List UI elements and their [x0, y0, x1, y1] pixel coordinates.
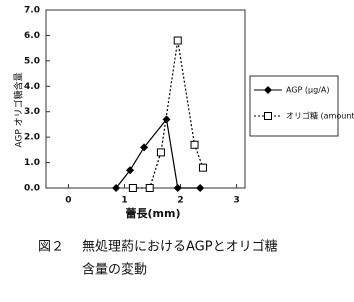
data-point	[198, 163, 207, 172]
legend-label: オリゴ糖 (amount)	[286, 111, 354, 121]
data-point	[145, 184, 154, 192]
data-point	[173, 36, 182, 45]
y-axis-label: AGP オリゴ糖含量	[13, 72, 25, 147]
y-tick-label: 0.0	[24, 184, 40, 194]
x-tick-label: 0	[65, 196, 71, 206]
y-tick-label: 5.0	[24, 56, 40, 66]
legend-marker	[264, 86, 272, 94]
data-point	[156, 148, 165, 157]
caption-label: 図２	[38, 240, 64, 255]
caption-line: 含量の変動	[82, 262, 147, 278]
y-tick-label: 4.0	[24, 82, 40, 92]
caption-line: 無処理葯におけるAGPとオリゴ糖	[82, 239, 278, 255]
y-tick-label: 2.0	[24, 133, 40, 143]
data-point	[162, 115, 171, 124]
data-point	[190, 140, 199, 149]
x-tick-label: 1	[121, 196, 127, 206]
y-tick-label: 6.0	[24, 31, 40, 41]
legend-marker	[264, 112, 272, 120]
data-point	[128, 184, 137, 192]
data-point	[112, 184, 121, 192]
legend-box	[249, 75, 339, 137]
legend-label: AGP (μg/A)	[286, 86, 329, 95]
data-point	[196, 184, 205, 192]
x-tick-label: 3	[233, 196, 239, 206]
x-axis-label: 蕾長(mm)	[126, 206, 181, 220]
plot-frame	[45, 9, 246, 189]
data-point	[126, 166, 135, 175]
y-tick-label: 1.0	[24, 158, 40, 168]
data-point	[140, 143, 149, 152]
series-line	[132, 40, 204, 189]
data-point	[173, 184, 182, 192]
y-tick-label: 7.0	[24, 6, 40, 16]
x-tick-label: 2	[177, 196, 183, 206]
y-tick-label: 3.0	[24, 107, 40, 117]
